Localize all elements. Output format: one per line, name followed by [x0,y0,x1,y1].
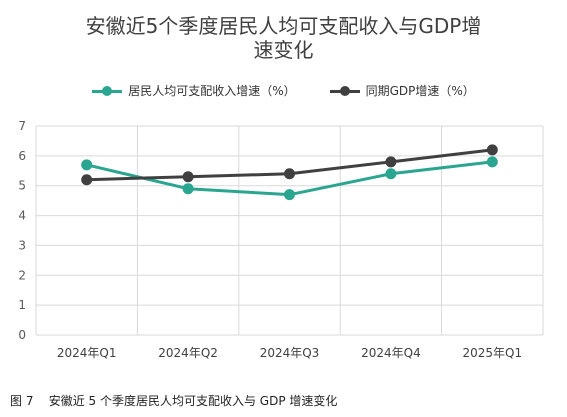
data-point-gdp [284,168,295,180]
data-point-income [385,168,397,180]
y-tick-label: 0 [18,328,26,342]
chart-legend: 居民人均可支配收入增速（%） 同期GDP增速（%） [0,82,567,99]
legend-swatch-gdp [329,85,360,96]
figure-caption: 图 7 安徽近 5 个季度居民人均可支配收入与 GDP 增速变化 [10,394,338,408]
legend-item-gdp: 同期GDP增速（%） [329,82,475,99]
legend-swatch-income [92,85,123,96]
y-tick-label: 4 [18,209,26,223]
x-tick-label: 2024年Q1 [57,346,117,360]
data-point-income [81,159,93,171]
y-tick-label: 3 [18,238,26,252]
y-tick-label: 6 [18,149,26,163]
y-tick-label: 7 [18,119,26,133]
chart-title: 安徽近5个季度居民人均可支配收入与GDP增 速变化 [0,14,567,62]
y-tick-label: 5 [18,179,26,193]
legend-item-income: 居民人均可支配收入增速（%） [92,82,296,99]
data-point-gdp [385,156,397,168]
data-point-gdp [81,174,93,186]
data-point-income [284,189,295,201]
x-tick-label: 2025年Q1 [462,346,522,360]
data-point-income [182,183,194,195]
legend-label-gdp: 同期GDP增速（%） [365,84,475,98]
x-tick-label: 2024年Q3 [260,346,320,360]
x-tick-label: 2024年Q4 [361,346,421,360]
x-tick-label: 2024年Q2 [158,346,218,360]
chart-title-line-1: 安徽近5个季度居民人均可支配收入与GDP增 [85,14,482,38]
data-point-gdp [486,144,498,156]
y-tick-label: 1 [18,298,26,312]
legend-label-income: 居民人均可支配收入增速（%） [128,84,296,98]
data-point-income [486,156,498,168]
data-point-gdp [182,171,194,183]
chart-title-line-2: 速变化 [253,38,314,62]
y-tick-label: 2 [18,268,26,282]
